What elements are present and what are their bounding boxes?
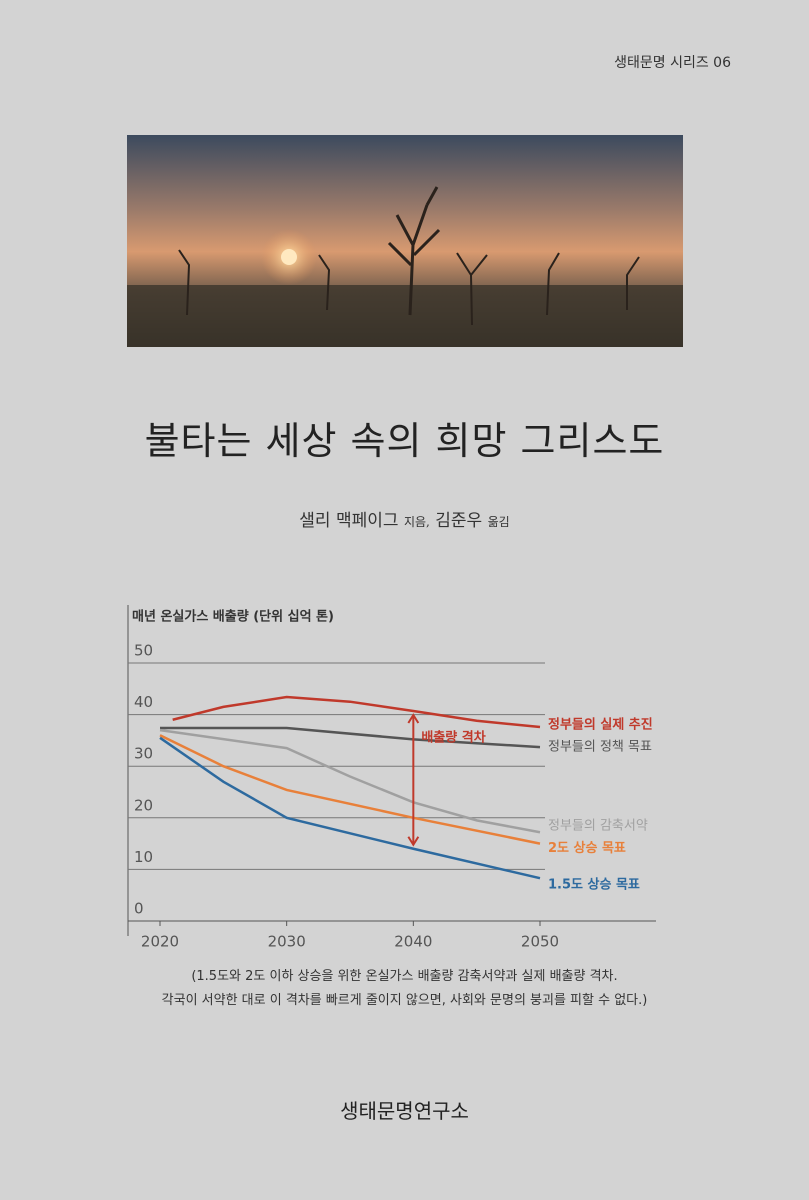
series-line (172, 695, 541, 729)
y-tick-label: 0 (134, 900, 144, 918)
caption-line: (1.5도와 2도 이하 상승을 위한 온실가스 배출량 감축서약과 실제 배출… (191, 969, 618, 984)
translator-role: 옮김 (487, 515, 510, 529)
series-line (159, 728, 541, 834)
x-tick-label: 2040 (394, 933, 432, 951)
arrow-head (407, 713, 420, 724)
translator: 김준우 (435, 511, 483, 531)
series-line (160, 726, 541, 749)
caption-line: 각국이 서약한 대로 이 격차를 빠르게 줄이지 않으면, 사회와 문명의 붕괴… (161, 993, 648, 1008)
series-label: 정부들의 감축서약 (548, 819, 648, 834)
y-tick-label: 40 (134, 693, 153, 711)
series-name: 생태문명 시리즈 06 (614, 55, 731, 71)
chart-title: 매년 온실가스 배출량 (단위 십억 톤) (132, 609, 334, 625)
caption: (1.5도와 2도 이하 상승을 위한 온실가스 배출량 감축서약과 실제 배출… (0, 965, 809, 1013)
byline: 샐리 맥페이그 지음, 김준우 옮김 (0, 506, 809, 531)
y-tick-label: 50 (134, 642, 153, 660)
cover-photo (127, 135, 683, 347)
author-role: 지음, (403, 515, 430, 529)
series-label: 정부들의 실제 추진 (548, 716, 653, 732)
x-tick-label: 2030 (268, 933, 306, 951)
series-label: 1.5도 상승 목표 (548, 878, 640, 893)
arrow-head (407, 836, 420, 847)
x-tick-label: 2020 (141, 933, 179, 951)
book-title: 불타는 세상 속의 희망 그리스도 (144, 419, 665, 463)
x-tick-label: 2050 (521, 933, 559, 951)
series-label: 2도 상승 목표 (548, 841, 626, 856)
series-line (159, 736, 541, 880)
series-line (159, 734, 541, 845)
author: 샐리 맥페이그 (299, 511, 399, 531)
publisher: 생태문명연구소 (340, 1099, 469, 1123)
y-tick-label: 20 (134, 796, 153, 814)
y-tick-label: 10 (134, 848, 153, 866)
y-tick-label: 30 (134, 745, 153, 763)
annotation: 배출량 격차 (421, 729, 485, 745)
series-label: 정부들의 정책 목표 (548, 740, 652, 755)
